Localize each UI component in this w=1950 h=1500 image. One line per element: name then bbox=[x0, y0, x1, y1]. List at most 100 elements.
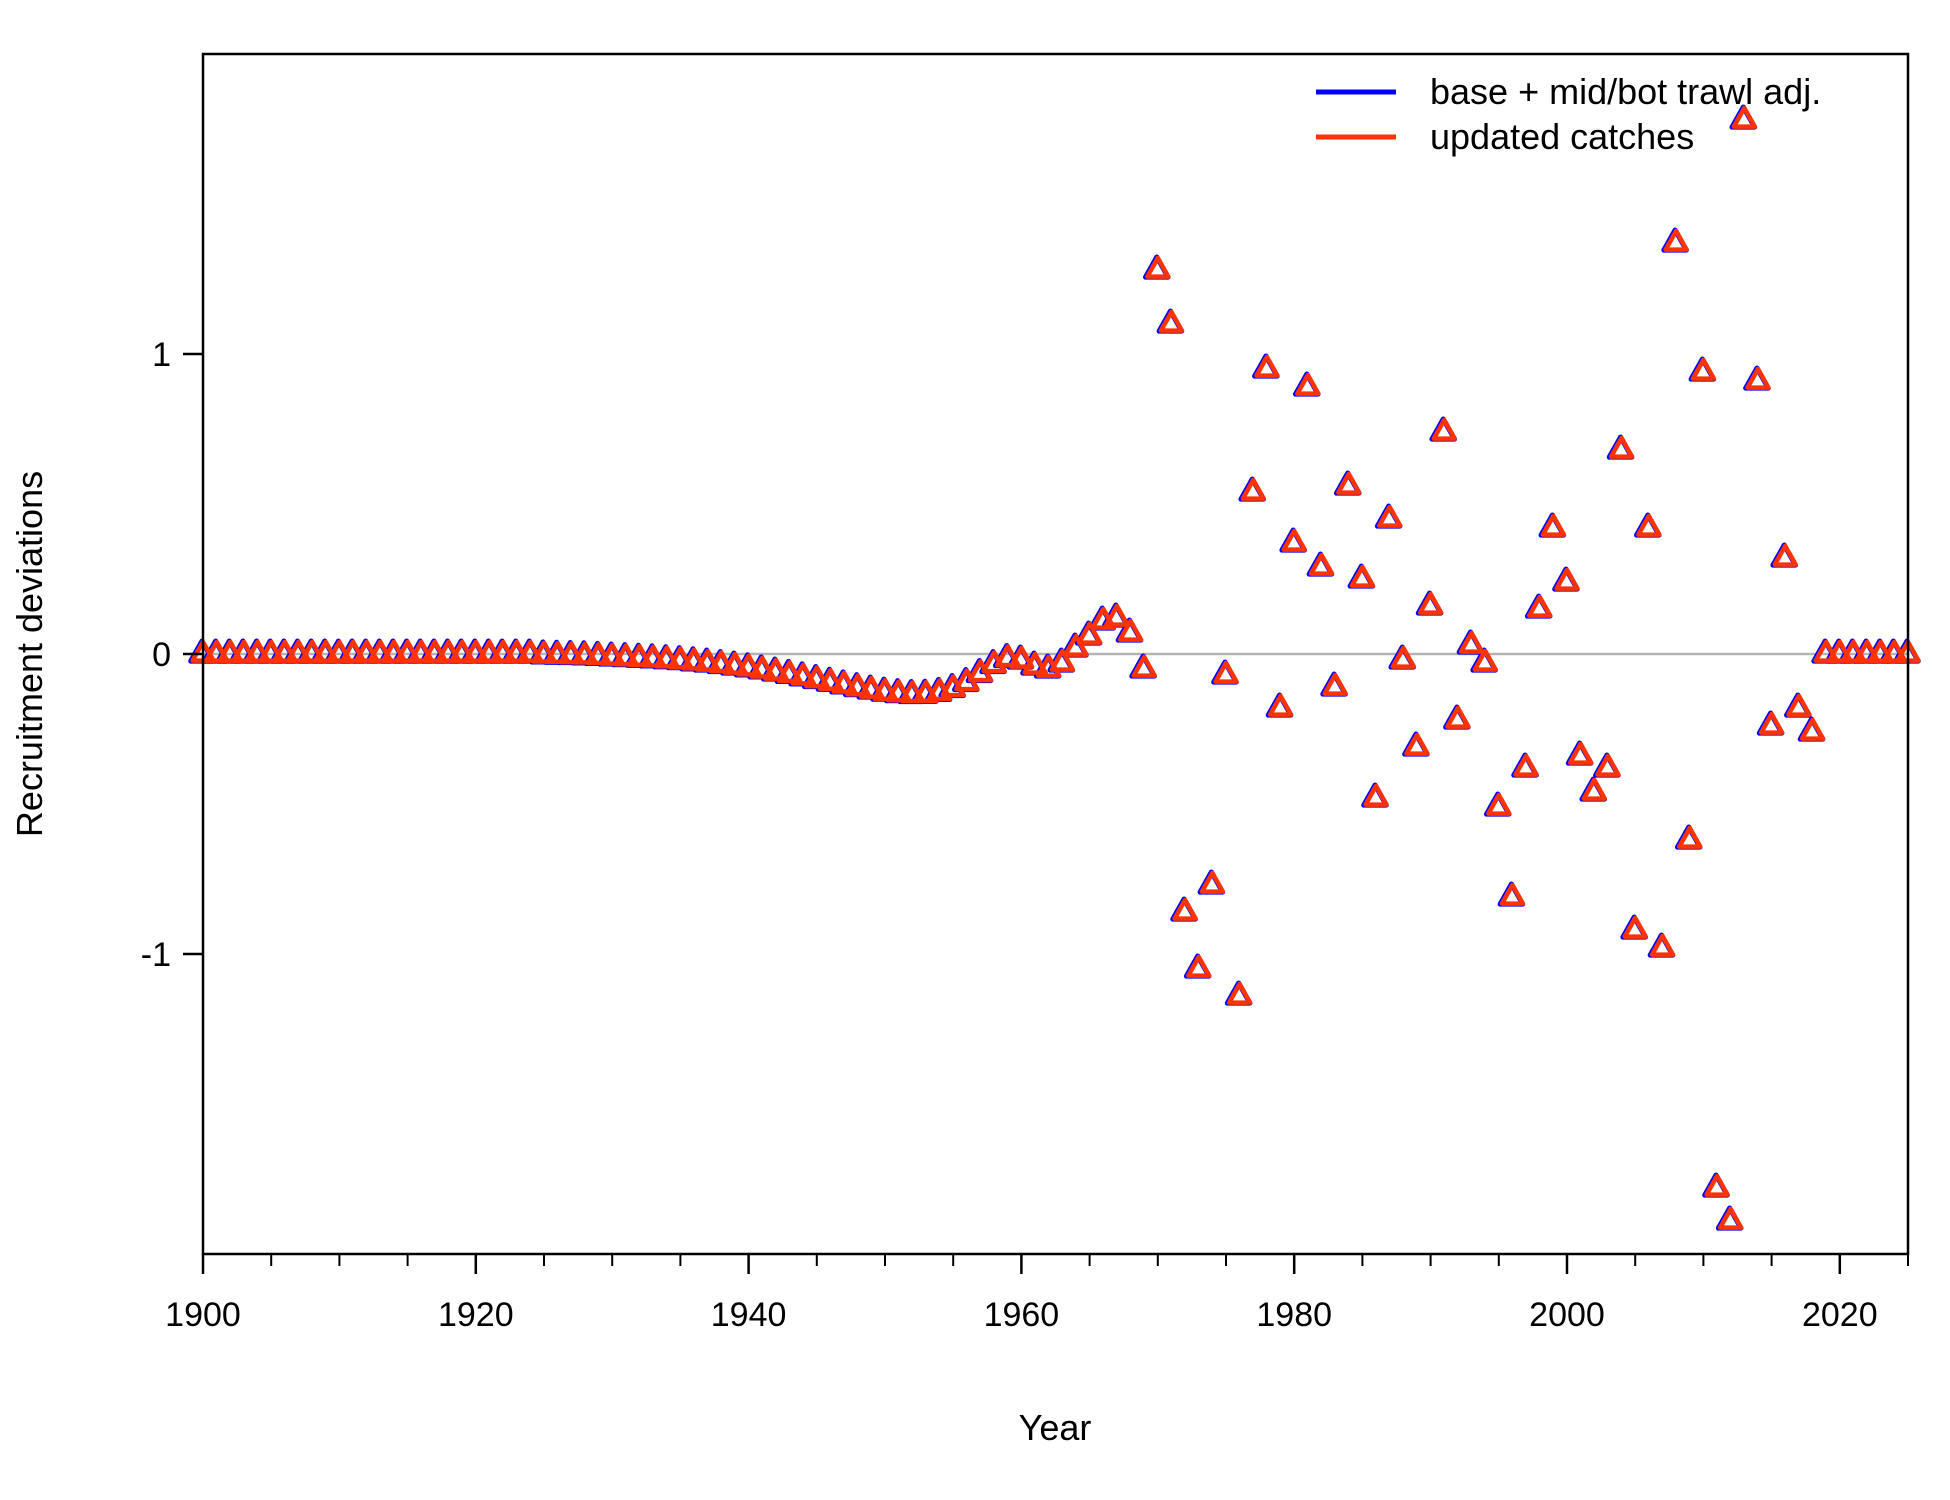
data-point bbox=[1513, 753, 1539, 777]
data-point bbox=[1063, 633, 1089, 657]
data-point bbox=[381, 639, 407, 663]
data-point bbox=[1827, 639, 1853, 663]
data-point bbox=[749, 655, 775, 679]
data-point bbox=[1527, 594, 1553, 618]
data-point bbox=[1349, 564, 1376, 588]
data-point bbox=[599, 642, 625, 666]
data-point bbox=[1772, 543, 1798, 567]
data-point bbox=[654, 645, 680, 669]
data-point bbox=[531, 640, 557, 664]
data-point bbox=[1786, 693, 1812, 717]
data-point bbox=[1758, 711, 1785, 735]
data-point bbox=[1376, 504, 1403, 528]
data-point bbox=[1704, 1173, 1730, 1197]
data-point bbox=[872, 677, 898, 701]
data-point bbox=[1049, 648, 1076, 672]
data-point bbox=[1336, 471, 1362, 495]
data-point bbox=[1076, 621, 1103, 645]
data-point bbox=[694, 648, 721, 672]
data-point bbox=[1267, 693, 1294, 717]
x-tick-label: 1980 bbox=[1256, 1296, 1332, 1334]
data-point bbox=[353, 639, 380, 663]
data-point bbox=[1213, 660, 1239, 684]
data-point bbox=[285, 639, 312, 663]
data-point bbox=[1131, 654, 1157, 678]
data-point bbox=[1022, 651, 1048, 675]
y-tick-label: 0 bbox=[152, 636, 171, 674]
data-point bbox=[1431, 417, 1457, 441]
data-point bbox=[1104, 603, 1130, 627]
data-points-layer bbox=[188, 104, 1921, 1231]
data-point bbox=[504, 639, 530, 663]
data-point bbox=[1145, 255, 1171, 279]
data-point bbox=[272, 639, 298, 663]
x-tick-label: 2020 bbox=[1802, 1296, 1878, 1334]
data-point bbox=[1540, 513, 1567, 537]
data-point bbox=[544, 640, 571, 665]
data-point bbox=[558, 641, 584, 665]
data-point bbox=[1799, 717, 1826, 741]
data-point bbox=[1854, 639, 1880, 663]
data-point bbox=[313, 639, 339, 663]
data-point bbox=[422, 639, 448, 663]
data-point bbox=[517, 639, 544, 663]
data-point bbox=[640, 644, 666, 668]
data-point bbox=[667, 646, 694, 670]
data-point bbox=[735, 653, 762, 677]
legend-label-0: base + mid/bot trawl adj. bbox=[1430, 71, 1821, 112]
data-point bbox=[790, 662, 816, 686]
data-point bbox=[1186, 954, 1212, 978]
data-point bbox=[722, 651, 748, 675]
data-point bbox=[1458, 630, 1485, 654]
data-point bbox=[408, 639, 434, 663]
data-point bbox=[1404, 732, 1430, 756]
data-point bbox=[1868, 639, 1894, 663]
data-point bbox=[763, 657, 789, 681]
data-point bbox=[1008, 645, 1035, 669]
data-point bbox=[1417, 591, 1444, 615]
data-point bbox=[394, 639, 421, 663]
data-point bbox=[490, 639, 516, 663]
data-point bbox=[1717, 1206, 1744, 1230]
data-point bbox=[1567, 741, 1594, 765]
axes-layer: 1900 1920 1940 1960 1980 2000 2020 -1 0 1 bbox=[141, 336, 1909, 1334]
data-point bbox=[1554, 567, 1580, 591]
data-point bbox=[995, 644, 1021, 668]
data-point bbox=[1240, 477, 1266, 501]
data-point bbox=[1622, 915, 1648, 939]
data-point bbox=[258, 639, 284, 663]
data-point bbox=[817, 667, 844, 692]
data-point bbox=[476, 639, 503, 663]
data-point bbox=[1254, 354, 1280, 378]
data-point bbox=[858, 675, 885, 699]
data-point bbox=[1295, 372, 1321, 396]
data-point bbox=[1445, 705, 1471, 729]
x-tick-label: 1940 bbox=[711, 1296, 787, 1334]
y-tick-label: 1 bbox=[152, 336, 171, 374]
data-point bbox=[1649, 933, 1676, 957]
data-point bbox=[1608, 435, 1635, 459]
x-tick-label: 2000 bbox=[1529, 1296, 1605, 1334]
data-point bbox=[1690, 357, 1717, 381]
data-point bbox=[845, 673, 871, 697]
data-point bbox=[326, 639, 353, 663]
data-point bbox=[1663, 228, 1689, 252]
data-point bbox=[1813, 639, 1839, 663]
data-point bbox=[1881, 639, 1908, 663]
y-tick-label: -1 bbox=[141, 936, 171, 974]
data-point bbox=[1308, 552, 1335, 576]
data-point bbox=[1117, 618, 1144, 642]
data-point bbox=[463, 639, 489, 663]
series-1 bbox=[190, 105, 1921, 1230]
data-point bbox=[340, 639, 366, 663]
legend-label-1: updated catches bbox=[1430, 116, 1694, 157]
data-point bbox=[244, 639, 271, 663]
data-point bbox=[776, 660, 803, 684]
data-point bbox=[1731, 105, 1758, 129]
data-point bbox=[1486, 792, 1512, 816]
data-point bbox=[1677, 825, 1703, 849]
data-point bbox=[1472, 648, 1498, 672]
data-point bbox=[885, 679, 912, 703]
data-point bbox=[1636, 513, 1662, 537]
